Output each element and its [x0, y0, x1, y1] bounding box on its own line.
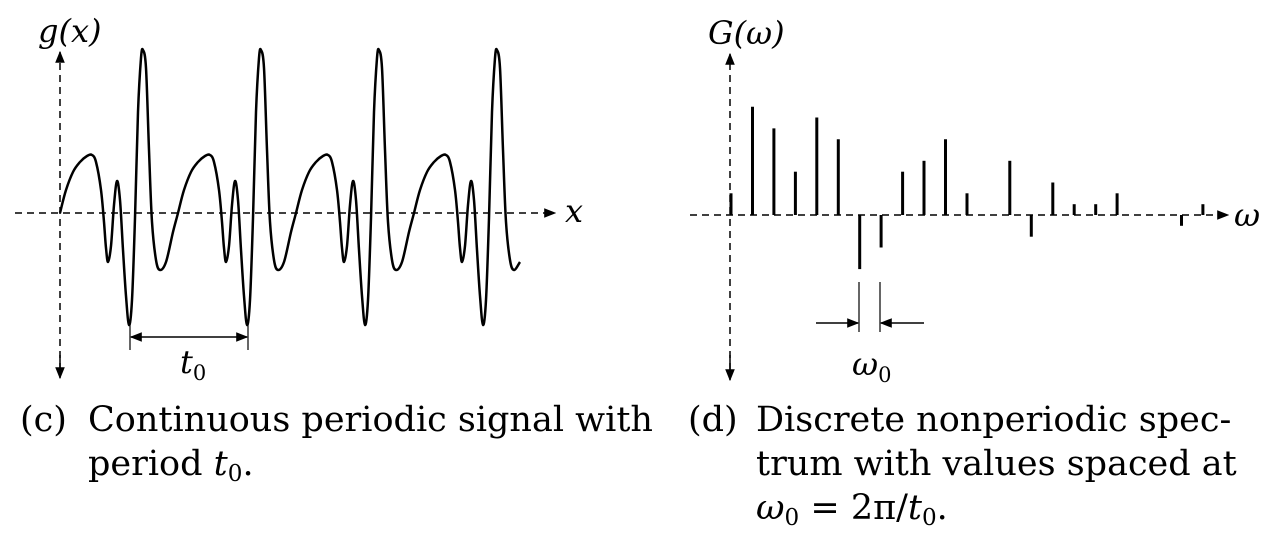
periodic-signal-curve	[58, 47, 522, 327]
c-y-axis-label: g(x)	[38, 12, 102, 50]
c-x-axis-label: x	[565, 192, 583, 230]
caption-d-tag: (d)	[688, 400, 738, 440]
caption-d-line2: trum with values spaced at	[756, 444, 1237, 484]
caption-d-line1: Discrete nonperiodic spec-	[756, 400, 1232, 440]
d-y-axis-label: G(ω)	[708, 14, 785, 52]
caption-c-line1: Continuous periodic signal with	[88, 400, 653, 440]
caption-d-line3: ω0 = 2π/t0.	[756, 488, 948, 531]
d-x-axis-label: ω	[1234, 196, 1260, 234]
spacing-label: ω0	[852, 345, 891, 387]
caption-c-line2: period t0.	[88, 444, 254, 487]
panel-c-plot: g(x) x t0	[15, 12, 583, 385]
spectrum-lines	[729, 106, 1205, 270]
panel-d-plot: G(ω) ω ω0	[690, 14, 1260, 387]
caption-c-tag: (c)	[20, 400, 67, 440]
period-label: t0	[180, 343, 206, 385]
